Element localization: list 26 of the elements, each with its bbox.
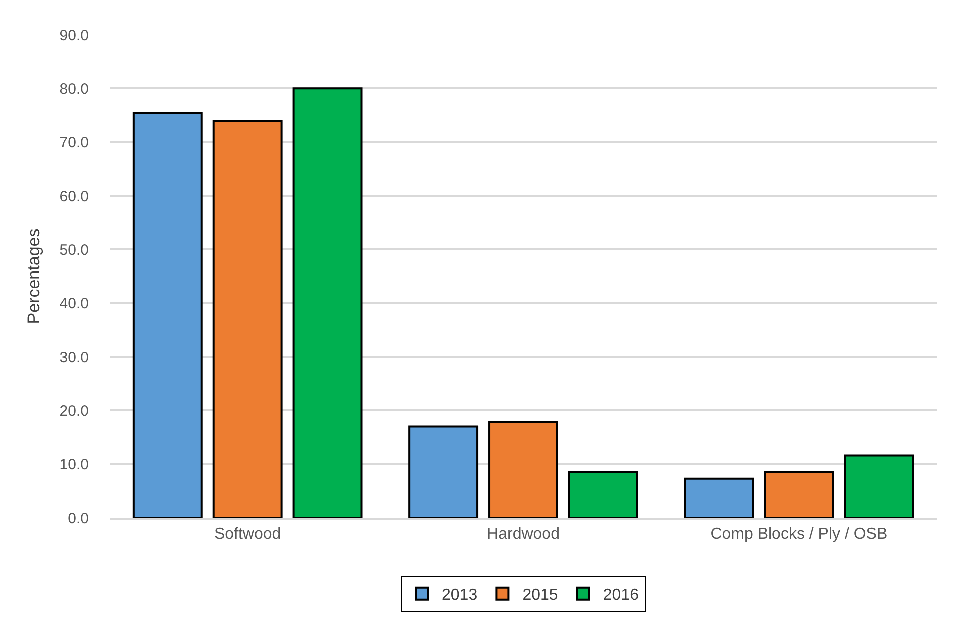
bar xyxy=(408,426,479,518)
y-tick-label: 80.0 xyxy=(60,80,89,98)
y-tick-label: 60.0 xyxy=(60,188,89,206)
y-tick-label: 90.0 xyxy=(60,27,89,44)
y-axis-title: Percentages xyxy=(24,228,44,324)
bar xyxy=(132,112,203,518)
bar xyxy=(212,120,283,518)
bar xyxy=(684,478,754,518)
y-tick-label: 30.0 xyxy=(60,349,89,366)
bar xyxy=(764,471,834,518)
y-tick-label: 50.0 xyxy=(60,242,89,259)
legend-label: 2016 xyxy=(603,587,640,604)
y-tick-label: 40.0 xyxy=(60,296,89,313)
bar xyxy=(292,88,363,518)
legend-label: 2015 xyxy=(522,587,558,604)
bar xyxy=(568,471,638,518)
y-tick-label: 10.0 xyxy=(60,456,89,474)
bar xyxy=(844,454,914,518)
legend-label: 2013 xyxy=(442,587,478,604)
y-tick-label: 0.0 xyxy=(68,510,89,528)
bar xyxy=(488,421,558,518)
x-tick-label: Softwood xyxy=(214,526,282,544)
x-tick-label: Comp Blocks / Ply / OSB xyxy=(710,526,888,544)
y-tick-label: 20.0 xyxy=(60,402,89,420)
x-tick-label: Hardwood xyxy=(487,526,560,544)
y-tick-label: 70.0 xyxy=(60,134,89,152)
